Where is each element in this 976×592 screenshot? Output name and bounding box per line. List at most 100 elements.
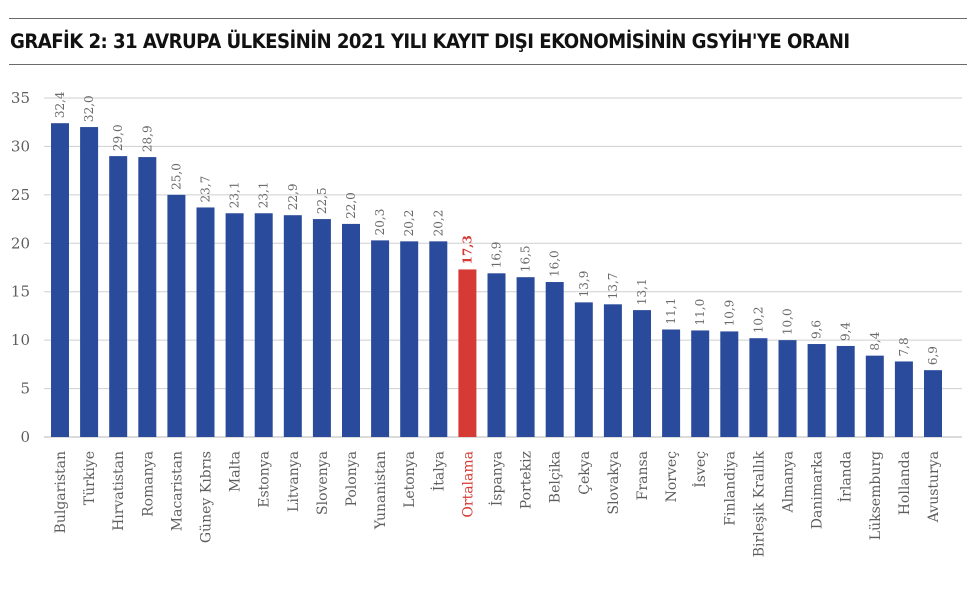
bar-4 (167, 194, 186, 437)
category-label: Slovenya (315, 451, 331, 515)
category-label: Belçika (548, 451, 564, 503)
y-tick-label: 5 (20, 380, 30, 398)
bar-3 (138, 157, 157, 437)
category-label: İtalya (429, 451, 447, 491)
value-label: 16,9 (490, 242, 504, 269)
value-label: 29,0 (111, 124, 125, 151)
bar-9 (312, 219, 331, 437)
value-label: 7,8 (897, 337, 911, 356)
value-label: 22,0 (344, 192, 358, 219)
value-label: 32,0 (82, 95, 96, 122)
bar-27 (836, 345, 855, 437)
value-label: 6,9 (926, 346, 940, 365)
bars (51, 123, 942, 438)
category-label: Letonya (402, 451, 418, 508)
y-axis-ticks: 0 5 10 15 20 25 30 35 (11, 89, 30, 446)
bar-30 (924, 370, 942, 437)
bar-12 (400, 241, 419, 437)
y-tick-label: 0 (20, 428, 30, 446)
category-label: Hırvatistan (111, 451, 127, 531)
bar-16 (516, 277, 535, 437)
bar-1 (80, 127, 99, 438)
y-tick-label: 25 (11, 186, 30, 204)
title-rule (9, 64, 967, 65)
category-label: Portekiz (519, 451, 535, 509)
bar-11 (371, 240, 390, 437)
bar-10 (342, 223, 360, 437)
bar-24 (749, 338, 768, 437)
value-label: 8,4 (868, 331, 882, 350)
bar-17 (545, 282, 564, 437)
value-label: 10,0 (781, 308, 795, 335)
category-label: İspanya (488, 451, 506, 506)
category-label: Hollanda (897, 451, 913, 515)
category-label: Ortalama (460, 451, 476, 518)
category-label: Güney Kıbrıs (199, 451, 215, 543)
value-label: 13,1 (635, 278, 649, 305)
bar-22 (691, 330, 710, 437)
value-label: 22,9 (286, 183, 300, 210)
category-label: Norveç (664, 451, 680, 503)
value-label: 17,3 (460, 235, 474, 264)
value-label: 16,0 (548, 250, 562, 277)
value-label: 32,4 (53, 91, 67, 118)
category-label: Avusturya (926, 451, 942, 523)
value-label: 20,3 (373, 209, 387, 236)
y-tick-label: 15 (11, 283, 30, 301)
value-label: 28,9 (140, 125, 154, 152)
bar-18 (574, 302, 593, 437)
bar-14 (458, 269, 477, 437)
category-label: Birleşik Krallık (751, 450, 767, 557)
category-label: Estonya (257, 451, 273, 508)
bar-19 (603, 304, 622, 437)
category-label: Bulgaristan (53, 451, 69, 533)
category-label: Malta (228, 451, 244, 492)
category-label: İsveç (691, 451, 709, 488)
bar-2 (109, 156, 128, 437)
chart-title: GRAFİK 2: 31 AVRUPA ÜLKESİNİN 2021 YILI … (10, 30, 850, 53)
value-label: 13,7 (606, 273, 620, 300)
value-label: 23,1 (257, 182, 271, 209)
y-tick-label: 10 (11, 331, 30, 349)
category-label: Slovakya (606, 451, 622, 515)
bar-6 (225, 213, 244, 437)
category-label: Romanya (140, 451, 156, 517)
bar-20 (633, 310, 651, 437)
value-label: 22,5 (315, 187, 329, 214)
value-labels: 32,4 32,0 29,0 28,9 25,0 23,7 23,1 23,1 22,9 22,5… (53, 91, 940, 365)
value-label: 9,6 (810, 320, 824, 339)
value-label: 16,5 (519, 245, 533, 272)
top-rule (9, 18, 967, 19)
value-label: 9,4 (839, 322, 853, 341)
bar-21 (662, 329, 681, 437)
category-label: Macaristan (169, 451, 185, 531)
value-label: 25,0 (169, 163, 183, 190)
bar-25 (778, 340, 797, 437)
category-label: Almanya (781, 451, 797, 513)
bar-29 (894, 361, 913, 437)
value-label: 10,2 (751, 306, 765, 333)
value-label: 23,7 (199, 176, 213, 203)
category-label: Litvanya (286, 451, 302, 512)
y-tick-label: 30 (11, 137, 30, 155)
value-label: 11,0 (693, 299, 707, 326)
category-label: Çekya (577, 451, 593, 495)
category-label: İrlanda (837, 451, 855, 502)
bar-13 (429, 241, 448, 437)
bar-7 (254, 213, 273, 437)
value-label: 10,9 (722, 300, 736, 327)
bar-26 (807, 344, 826, 437)
category-label: Polonya (344, 451, 360, 506)
y-tick-label: 35 (11, 89, 30, 107)
category-labels: Bulgaristan Türkiye Hırvatistan Romanya Maca… (53, 450, 942, 557)
bar-23 (720, 331, 739, 437)
value-label: 23,1 (228, 182, 242, 209)
bar-28 (865, 355, 884, 437)
bar-5 (196, 207, 215, 437)
category-label: Danimarka (810, 451, 826, 529)
value-label: 13,9 (577, 271, 591, 298)
category-label: Lüksemburg (868, 451, 884, 540)
category-label: Finlandiya (722, 451, 738, 526)
value-label: 20,2 (431, 210, 445, 237)
